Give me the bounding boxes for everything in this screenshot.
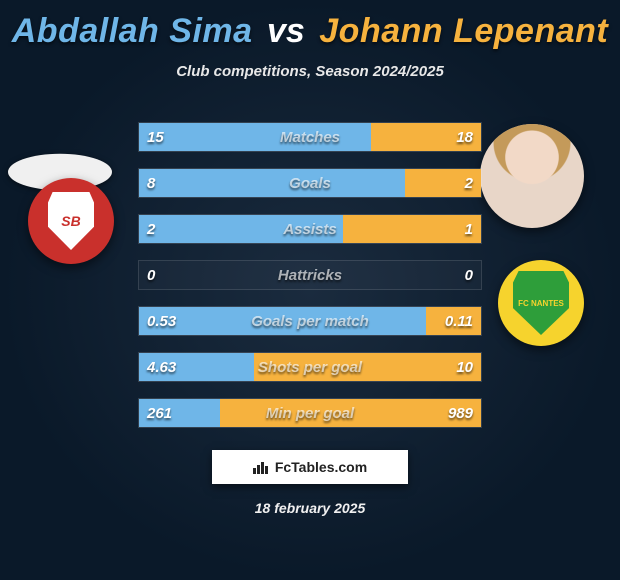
player2-avatar xyxy=(480,124,584,228)
stat-row: 261989Min per goal xyxy=(138,398,482,428)
footer-site-badge: FcTables.com xyxy=(212,450,408,484)
chart-icon xyxy=(253,460,269,474)
stat-value-right: 0 xyxy=(457,261,481,291)
stat-value-right: 0.11 xyxy=(437,307,481,337)
title-row: Abdallah Sima vs Johann Lepenant xyxy=(0,0,620,51)
stat-value-right: 10 xyxy=(448,353,481,383)
stats-container: 1518Matches82Goals21Assists00Hattricks0.… xyxy=(138,122,482,444)
stat-value-left: 4.63 xyxy=(139,353,184,383)
stat-value-left: 0 xyxy=(139,261,163,291)
club2-logo: FC NANTES xyxy=(498,260,584,346)
stat-label: Hattricks xyxy=(139,261,481,291)
stat-row: 4.6310Shots per goal xyxy=(138,352,482,382)
title-player1: Abdallah Sima xyxy=(6,12,259,51)
stat-bar-right xyxy=(254,353,481,381)
stat-value-right: 18 xyxy=(448,123,481,153)
stat-row: 21Assists xyxy=(138,214,482,244)
stat-row: 0.530.11Goals per match xyxy=(138,306,482,336)
stat-value-right: 2 xyxy=(457,169,481,199)
subtitle: Club competitions, Season 2024/2025 xyxy=(0,63,620,80)
stat-bar-left xyxy=(139,169,407,197)
stat-bar-left xyxy=(139,215,345,243)
stat-value-right: 989 xyxy=(440,399,481,429)
stat-value-left: 2 xyxy=(139,215,163,245)
club2-logo-text: FC NANTES xyxy=(513,271,569,335)
stat-row: 1518Matches xyxy=(138,122,482,152)
stat-value-left: 261 xyxy=(139,399,180,429)
title-player2: Johann Lepenant xyxy=(313,12,614,51)
footer-site-text: FcTables.com xyxy=(275,459,367,475)
title-vs: vs xyxy=(263,12,309,50)
club1-logo-text: SB xyxy=(48,192,94,250)
stat-row: 0 0Hattricks xyxy=(138,260,482,290)
stat-row: 82Goals xyxy=(138,168,482,198)
footer-date: 18 february 2025 xyxy=(0,500,620,516)
club1-logo: SB xyxy=(28,178,114,264)
stat-value-left: 15 xyxy=(139,123,172,153)
stat-value-left: 8 xyxy=(139,169,163,199)
stat-value-left: 0.53 xyxy=(139,307,184,337)
stat-value-right: 1 xyxy=(457,215,481,245)
